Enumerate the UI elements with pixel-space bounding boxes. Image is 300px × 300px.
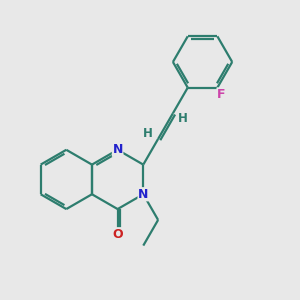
Text: H: H [178,112,188,125]
Text: O: O [112,228,123,241]
Text: N: N [112,143,123,156]
Text: N: N [138,188,148,201]
Text: H: H [143,127,153,140]
Text: F: F [217,88,226,101]
